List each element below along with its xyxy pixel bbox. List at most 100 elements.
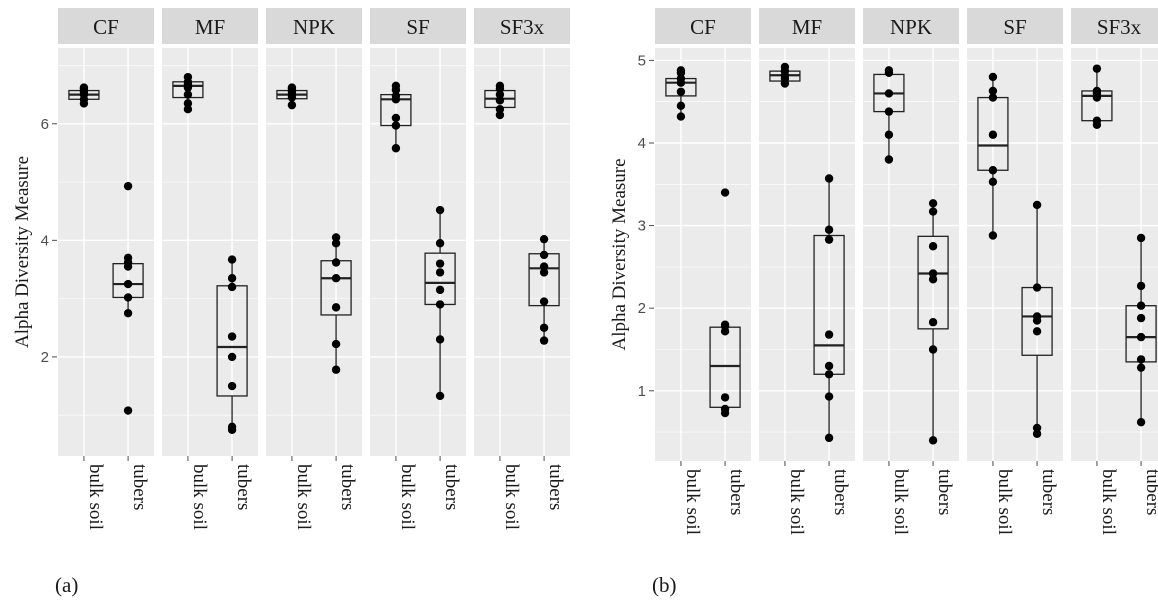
facet-mf: MF bulk soil tubers <box>162 8 258 530</box>
data-point <box>183 105 193 114</box>
y-tick-label: 3 <box>638 218 646 235</box>
data-point <box>331 233 341 242</box>
data-point <box>824 392 834 401</box>
data-point <box>331 303 341 312</box>
data-point <box>988 93 998 102</box>
chart-b: Alpha Diversity Measure 1 2 3 4 5 CF bulk soil t… <box>609 8 1158 597</box>
y-tick-label: 2 <box>41 349 49 366</box>
facet-strip <box>266 8 362 44</box>
data-point <box>988 177 998 187</box>
facet-strip <box>162 8 258 44</box>
data-point <box>123 406 133 415</box>
data-point <box>676 101 686 111</box>
data-point <box>539 268 549 277</box>
data-point <box>331 258 341 267</box>
box-bulk-soil <box>68 83 100 108</box>
data-point <box>331 274 341 283</box>
facet-strip-label: SF3x <box>500 15 545 39</box>
data-point <box>928 199 938 208</box>
x-tick-label: tubers <box>441 464 462 510</box>
data-point <box>123 279 133 289</box>
facet-strip <box>967 8 1063 44</box>
box-bulk-soil <box>977 72 1009 240</box>
box-bulk-soil <box>276 83 308 110</box>
box-bulk-soil <box>665 66 697 121</box>
panel-background <box>162 48 258 456</box>
box-bulk-soil <box>380 81 412 153</box>
data-point <box>227 352 237 362</box>
data-point <box>720 188 730 197</box>
data-point <box>287 100 297 110</box>
data-point <box>123 181 133 191</box>
box-tubers <box>112 181 144 415</box>
x-tick-label: bulk soil <box>189 464 210 530</box>
facet-strip <box>1071 8 1158 44</box>
panel-background <box>58 48 154 456</box>
data-point <box>720 393 730 402</box>
data-point <box>1136 363 1146 372</box>
data-point <box>495 90 505 99</box>
y-tick-label: 1 <box>638 383 646 400</box>
data-point <box>435 391 445 401</box>
data-point <box>988 72 998 82</box>
data-point <box>928 269 938 278</box>
data-point <box>928 318 938 327</box>
facet-sf3x: SF3x bulk soil tubers <box>474 8 570 530</box>
y-axis-title: Alpha Diversity Measure <box>609 158 630 350</box>
x-tick-label: tubers <box>726 469 747 515</box>
chart-a: Alpha Diversity Measure 2 4 6 CF bulk soil tub… <box>12 8 570 597</box>
data-point <box>988 231 998 240</box>
data-point <box>123 309 133 318</box>
data-point <box>676 112 686 121</box>
data-point <box>391 144 401 153</box>
box-iqr <box>813 234 845 375</box>
facet-strip-label: MF <box>792 15 822 39</box>
data-point <box>435 300 445 309</box>
data-point <box>780 62 790 72</box>
data-point <box>1032 423 1042 433</box>
data-point <box>495 110 505 120</box>
data-point <box>676 74 686 83</box>
data-point <box>1092 116 1102 125</box>
panel-background <box>1071 48 1158 461</box>
x-tick-label: tubers <box>233 464 254 510</box>
data-point <box>824 370 834 379</box>
box-tubers <box>1125 233 1157 427</box>
data-point <box>884 130 894 139</box>
data-point <box>331 339 341 349</box>
data-point <box>1032 429 1042 438</box>
data-point <box>435 259 445 268</box>
data-point <box>331 239 341 248</box>
data-point <box>1136 313 1146 323</box>
data-point <box>988 130 998 139</box>
data-point <box>988 166 998 175</box>
data-point <box>1092 64 1102 73</box>
y-axis-title: Alpha Diversity Measure <box>12 156 33 348</box>
data-point <box>435 268 445 277</box>
data-point <box>720 404 730 414</box>
data-point <box>1136 281 1146 291</box>
data-point <box>928 207 938 216</box>
data-point <box>539 262 549 271</box>
box-bulk-soil <box>172 72 204 114</box>
facet-strip <box>58 8 154 44</box>
data-point <box>435 205 445 215</box>
data-point <box>183 99 193 108</box>
subfigure-label: (a) <box>55 573 78 597</box>
facet-strip-label: SF <box>1003 15 1026 39</box>
facet-strip-label: SF <box>406 15 429 39</box>
data-point <box>884 89 894 98</box>
facet-strip-label: CF <box>93 15 119 39</box>
data-point <box>824 433 834 443</box>
x-tick-label: bulk soil <box>786 469 807 535</box>
data-point <box>79 83 89 92</box>
box-bulk-soil <box>484 81 516 120</box>
data-point <box>988 86 998 96</box>
facet-sf: SF bulk soil tubers <box>967 8 1063 535</box>
data-point <box>1032 327 1042 336</box>
data-point <box>123 253 133 263</box>
facet-strip <box>474 8 570 44</box>
data-point <box>676 66 686 75</box>
x-tick-label: tubers <box>1038 469 1059 515</box>
facet-strip <box>759 8 855 44</box>
